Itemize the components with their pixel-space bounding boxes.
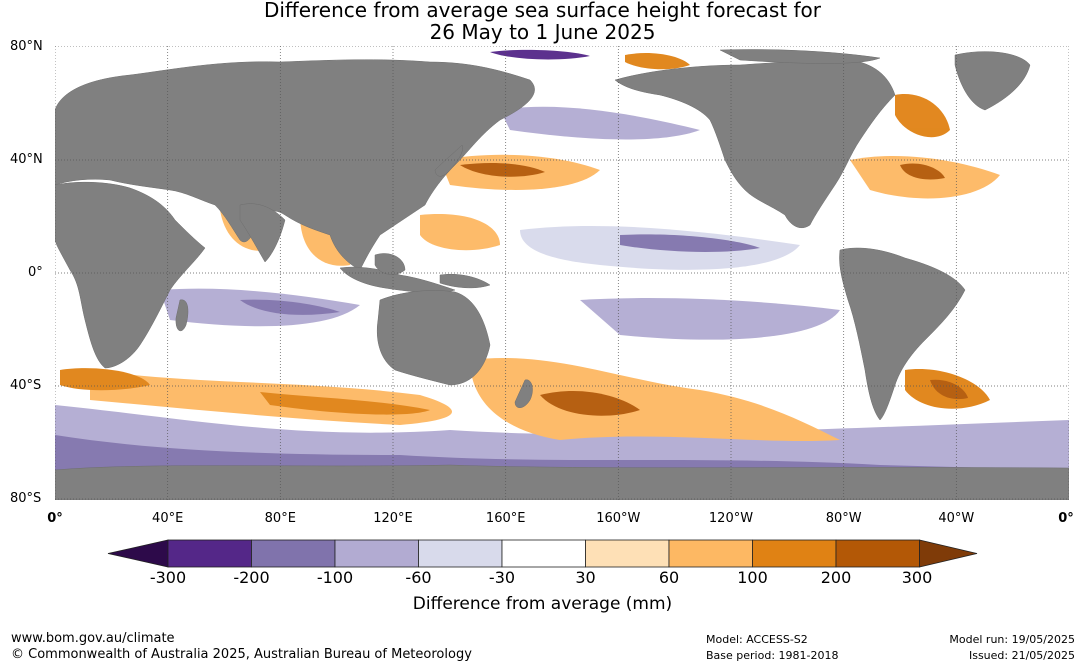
land-antarctica	[55, 464, 1069, 500]
colorbar-extend-low	[107, 539, 169, 568]
sea-surface-height-map	[55, 46, 1069, 568]
kuroshio-positive-core	[460, 162, 545, 177]
land-arctic-islands	[719, 49, 881, 64]
north-pacific-negative	[500, 106, 700, 140]
lon-label-80w: 80°W	[825, 511, 862, 526]
footer-issued: Issued: 21/05/2025	[968, 649, 1075, 662]
footer-base-period: Base period: 1981-2018	[706, 649, 839, 662]
land-japan	[434, 144, 463, 177]
lat-label-80n: 80°N	[10, 39, 43, 54]
colorbar-segment	[668, 539, 753, 568]
lon-label-40w: 40°W	[938, 511, 975, 526]
lat-label-80s: 80°S	[10, 491, 42, 506]
colorbar-segment	[167, 539, 252, 568]
colorbar-segment	[835, 539, 920, 568]
labrador-positive	[895, 94, 950, 138]
land-madagascar	[175, 299, 189, 332]
colorbar-tick: 200	[820, 568, 852, 587]
southern-positive-core-pacific	[540, 390, 640, 416]
footer-model-run: Model run: 19/05/2025	[949, 633, 1075, 646]
colorbar-tick: -200	[233, 568, 270, 587]
south-atlantic-positive-core	[930, 379, 968, 400]
tropical-pacific-negative-core	[620, 234, 760, 252]
colorbar-tick: 60	[658, 568, 680, 587]
colorbar-segment	[334, 539, 419, 568]
land-australia	[377, 290, 491, 386]
indian-ocean-negative-core	[240, 299, 340, 315]
southern-positive-core-indian	[260, 392, 430, 415]
arctic-positive	[625, 53, 690, 70]
southern-positive-band-pacific	[470, 357, 840, 442]
lon-label-40e: 40°E	[152, 511, 184, 526]
north-atlantic-positive-core	[900, 163, 945, 180]
footer-copyright: © Commonwealth of Australia 2025, Austra…	[11, 647, 472, 662]
colorbar-tick: -100	[316, 568, 354, 587]
colorbar-segment	[752, 539, 837, 568]
colorbar	[107, 539, 978, 568]
arctic-negative	[490, 49, 590, 60]
land-south-america	[839, 247, 966, 421]
colorbar-tick: -300	[149, 568, 187, 587]
map-title-line2: 26 May to 1 June 2025	[429, 20, 656, 44]
land-africa	[55, 181, 206, 369]
lat-label-40n: 40°N	[10, 152, 43, 167]
colorbar-label: Difference from average (mm)	[412, 594, 673, 614]
footer-model: Model: ACCESS-S2	[706, 633, 808, 646]
lon-label-80e: 80°E	[264, 511, 296, 526]
colorbar-tick: 100	[737, 568, 768, 587]
land-new-zealand	[514, 379, 533, 408]
land	[55, 49, 1069, 500]
land-borneo	[374, 253, 406, 275]
colorbar-segment	[251, 539, 336, 568]
south-africa-positive	[60, 368, 150, 391]
lat-label-0: 0°	[28, 265, 43, 280]
colorbar-segment	[418, 539, 503, 568]
colorbar-extend-high	[919, 539, 978, 568]
footer-url: www.bom.gov.au/climate	[11, 631, 175, 646]
lon-label-0-left: 0°	[47, 511, 63, 526]
lon-label-120w: 120°W	[708, 511, 754, 526]
lat-label-40s: 40°S	[10, 378, 42, 393]
map-title-line1: Difference from average sea surface heig…	[263, 0, 822, 22]
colorbar-tick: -60	[405, 568, 432, 587]
west-pacific-positive	[420, 214, 500, 251]
colorbar-tick: 300	[901, 568, 933, 587]
land-eurasia	[55, 59, 535, 271]
colorbar-tick: -30	[488, 568, 516, 587]
colorbar-segment	[585, 539, 670, 568]
colorbar-segment	[501, 539, 586, 568]
land-india	[239, 203, 286, 263]
lon-label-0-right: 0°	[1058, 511, 1074, 526]
land-greenland	[954, 51, 1031, 111]
land-new-guinea	[439, 274, 491, 289]
lon-label-160e: 160°E	[485, 511, 526, 526]
south-pacific-negative	[580, 298, 840, 340]
lon-label-160w: 160°W	[596, 511, 641, 526]
colorbar-tick: 30	[575, 568, 596, 587]
lon-label-120e: 120°E	[373, 511, 413, 526]
graticule	[55, 46, 1069, 500]
